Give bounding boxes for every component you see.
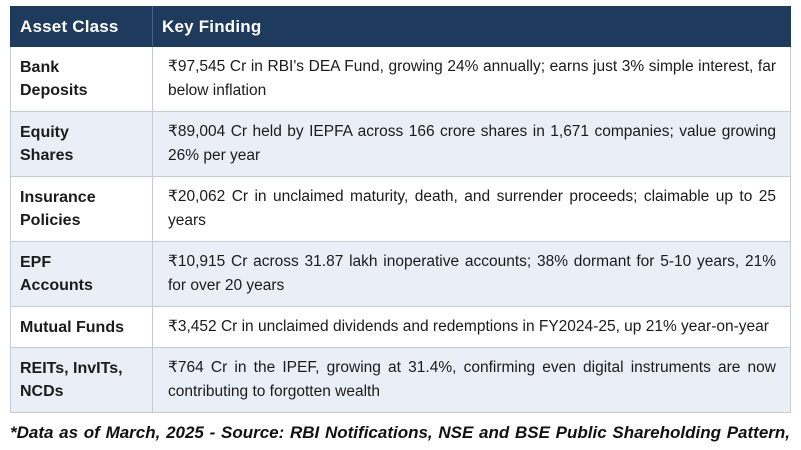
table-row-bank-deposits: Bank Deposits ₹97,545 Cr in RBI's DEA Fu… [10,46,791,112]
key-finding-cell: ₹3,452 Cr in unclaimed dividends and red… [152,306,791,348]
header-asset-class: Asset Class [10,6,153,47]
table-row-mutual-funds: Mutual Funds ₹3,452 Cr in unclaimed divi… [10,306,791,348]
header-key-finding: Key Finding [152,6,791,47]
key-finding-cell: ₹10,915 Cr across 31.87 lakh inoperative… [152,241,791,307]
table-row-insurance-policies: Insurance Policies ₹20,062 Cr in unclaim… [10,176,791,242]
key-finding-cell: ₹764 Cr in the IPEF, growing at 31.4%, c… [152,347,791,413]
key-finding-cell: ₹97,545 Cr in RBI's DEA Fund, growing 24… [152,46,791,112]
asset-class-cell: EPF Accounts [10,241,153,307]
asset-class-cell: Equity Shares [10,111,153,177]
source-footnote: *Data as of March, 2025 - Source: RBI No… [10,423,790,442]
table-header-row: Asset Class Key Finding [10,6,791,47]
asset-class-cell: Bank Deposits [10,46,153,112]
key-finding-cell: ₹89,004 Cr held by IEPFA across 166 cror… [152,111,791,177]
table-row-equity-shares: Equity Shares ₹89,004 Cr held by IEPFA a… [10,111,791,177]
table-row-reits-invits-ncds: REITs, InvITs, NCDs ₹764 Cr in the IPEF,… [10,347,791,413]
unclaimed-assets-table: Asset Class Key Finding Bank Deposits ₹9… [10,6,791,413]
asset-class-cell: Insurance Policies [10,176,153,242]
asset-class-cell: REITs, InvITs, NCDs [10,347,153,413]
asset-class-cell: Mutual Funds [10,306,153,348]
key-finding-cell: ₹20,062 Cr in unclaimed maturity, death,… [152,176,791,242]
table-row-epf-accounts: EPF Accounts ₹10,915 Cr across 31.87 lak… [10,241,791,307]
